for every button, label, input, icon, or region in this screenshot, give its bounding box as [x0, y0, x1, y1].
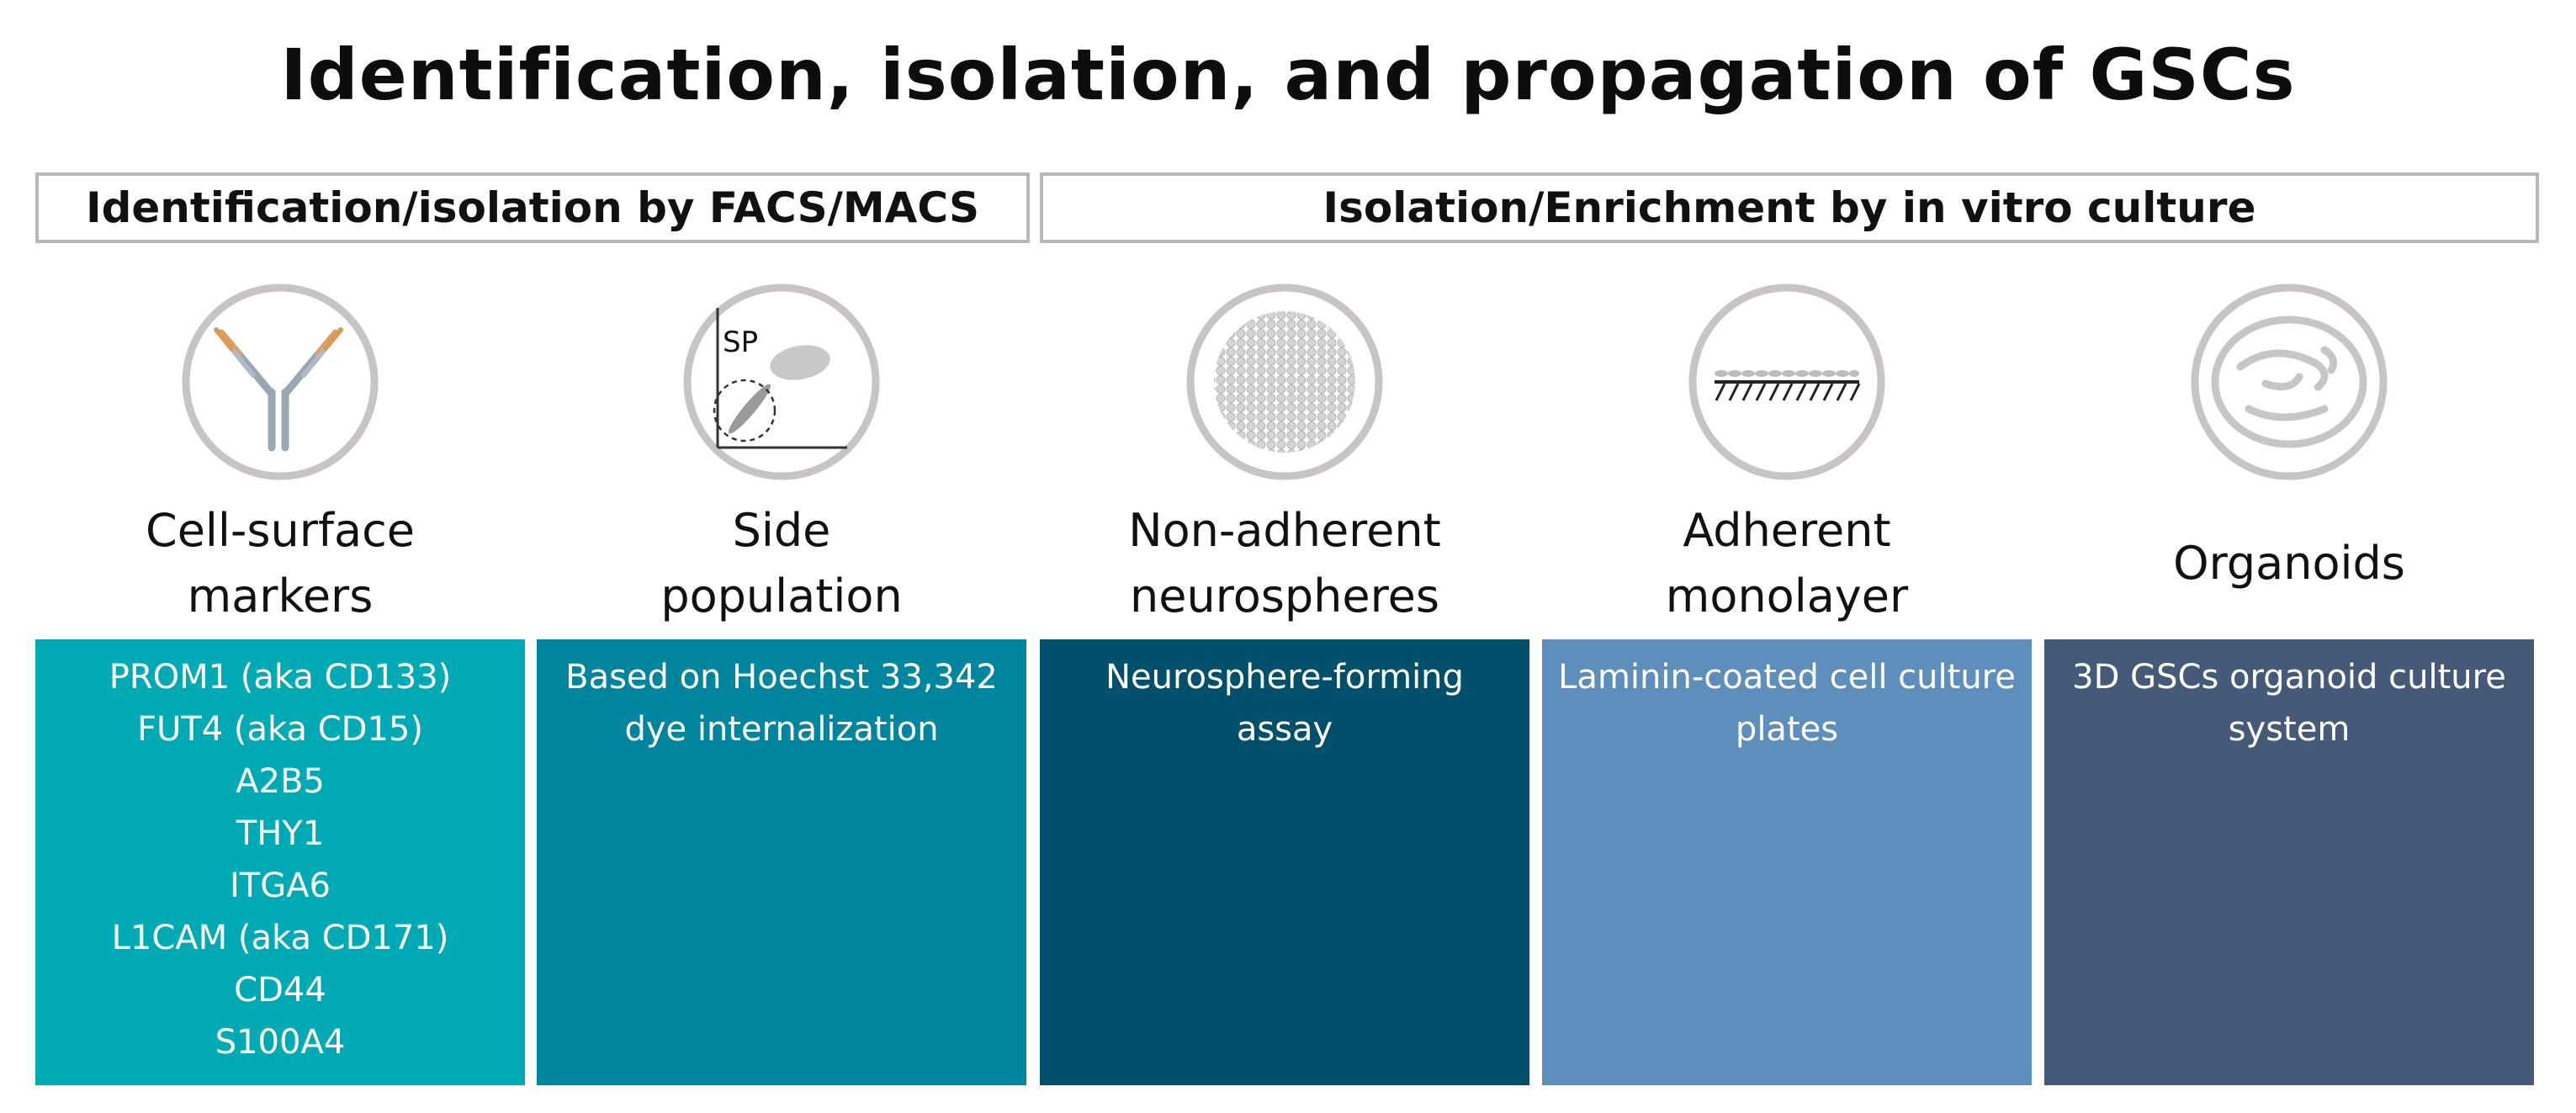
figure-title: Identification, isolation, and propagati…	[280, 34, 2296, 116]
description-line: system	[2228, 710, 2351, 749]
marker-item: A2B5	[236, 762, 325, 801]
marker-item: CD44	[234, 971, 326, 1010]
column-label: Cell-surface markers	[146, 504, 415, 623]
organoid-icon	[2191, 284, 2388, 480]
marker-item: ITGA6	[229, 867, 331, 905]
section-header-in-vitro-culture: Isolation/Enrichment by in vitro culture	[1040, 172, 2539, 243]
sp-label: SP	[723, 326, 758, 359]
monolayer-icon	[1688, 284, 1885, 480]
column-side-population: SP Side population Based on Hoechst 33,3…	[537, 278, 1026, 1085]
description-line: dye internalization	[624, 710, 939, 749]
column-neurospheres: Non-adherent neurospheres Neurosphere-fo…	[1040, 278, 1529, 1085]
column-organoids: Organoids 3D GSCs organoid culture syste…	[2044, 278, 2534, 1085]
column-cell-surface-markers: Cell-surface markers PROM1 (aka CD133) F…	[35, 278, 525, 1085]
column-label: Side population	[660, 504, 903, 623]
marker-item: S100A4	[215, 1023, 346, 1062]
description-line: Laminin-coated cell culture	[1558, 658, 2016, 697]
column-adherent-monolayer: Adherent monolayer Laminin-coated cell c…	[1542, 278, 2032, 1085]
description-line: assay	[1236, 710, 1333, 749]
column-label: Adherent monolayer	[1665, 504, 1909, 623]
marker-item: PROM1 (aka CD133)	[109, 658, 452, 697]
description-box: Neurosphere-forming assay	[1040, 639, 1529, 1085]
description-line: Neurosphere-forming	[1105, 658, 1464, 697]
description-box: PROM1 (aka CD133) FUT4 (aka CD15) A2B5 T…	[35, 639, 525, 1085]
description-box: 3D GSCs organoid culture system	[2044, 639, 2534, 1085]
marker-item: THY1	[236, 814, 325, 853]
section-header-facs-macs: Identification/isolation by FACS/MACS	[35, 172, 1030, 243]
description-line: 3D GSCs organoid culture	[2072, 658, 2506, 697]
column-label: Organoids	[2173, 537, 2405, 590]
description-line: plates	[1735, 710, 1839, 749]
marker-item: FUT4 (aka CD15)	[137, 710, 423, 749]
side-population-plot-icon: SP	[683, 284, 880, 480]
column-label: Non-adherent neurospheres	[1128, 504, 1441, 623]
description-box: Based on Hoechst 33,342 dye internalizat…	[537, 639, 1026, 1085]
marker-item: L1CAM (aka CD171)	[111, 919, 449, 957]
antibody-icon	[182, 284, 379, 480]
description-box: Laminin-coated cell culture plates	[1542, 639, 2032, 1085]
neurosphere-icon	[1186, 284, 1383, 480]
description-line: Based on Hoechst 33,342	[565, 658, 998, 697]
